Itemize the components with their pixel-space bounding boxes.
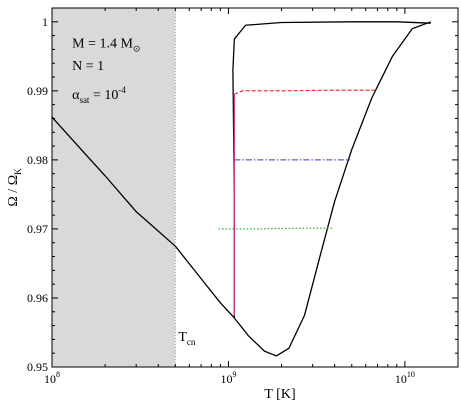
series-line-5 [218, 227, 333, 230]
x-axis-title: T [K] [264, 387, 295, 402]
tick-layer [51, 8, 459, 368]
annotation-layer: M = 1.4 M⊙ N = 1 αsat = 10-4 Tcn [72, 36, 196, 346]
x-tick-label: 1010 [395, 370, 415, 386]
y-axis-title: Ω / ΩK [6, 168, 23, 207]
series-layer [51, 21, 431, 357]
annotation-alpha: αsat = 10-4 [72, 85, 126, 105]
y-tick-label: 1 [42, 15, 48, 29]
y-tick-label: 0.98 [27, 153, 48, 167]
series-line-3 [234, 89, 376, 95]
annotation-mass: M = 1.4 M⊙ [72, 36, 140, 53]
x-tick-label: 108 [44, 370, 60, 386]
tick-label-layer: 0.95 0.96 0.97 0.98 0.99 1 108 109 1010 [27, 15, 415, 386]
x-tick-label: 109 [220, 370, 236, 386]
annotation-n: N = 1 [72, 59, 104, 74]
series-line-1 [51, 21, 431, 357]
y-tick-label: 0.97 [27, 222, 48, 236]
y-tick-label: 0.95 [27, 360, 48, 374]
shaded-region [52, 8, 176, 367]
y-tick-label: 0.96 [27, 291, 48, 305]
y-tick-label: 0.99 [27, 84, 48, 98]
annotation-tcn: Tcn [178, 330, 196, 347]
shaded-region-layer [52, 8, 176, 367]
series-line-2 [232, 21, 431, 318]
